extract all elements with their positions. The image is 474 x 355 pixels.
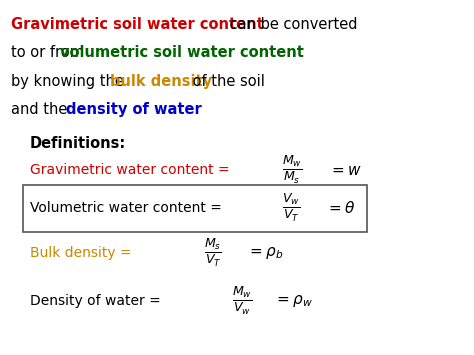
Text: of the soil: of the soil <box>188 73 264 89</box>
Text: Bulk density =: Bulk density = <box>30 246 131 260</box>
Text: Density of water =: Density of water = <box>30 294 160 308</box>
Text: $= w$: $= w$ <box>329 163 362 178</box>
Text: can be converted: can be converted <box>225 17 358 32</box>
Text: Gravimetric soil water content: Gravimetric soil water content <box>11 17 264 32</box>
Text: $= \rho_w$: $= \rho_w$ <box>274 293 313 309</box>
Text: Gravimetric water content =: Gravimetric water content = <box>30 163 229 178</box>
Text: to or from: to or from <box>11 45 88 60</box>
Text: Definitions:: Definitions: <box>30 136 126 151</box>
Text: $\frac{M_w}{V_w}$: $\frac{M_w}{V_w}$ <box>232 285 253 317</box>
Text: .: . <box>169 102 173 117</box>
Text: bulk density: bulk density <box>110 73 212 89</box>
Text: density of water: density of water <box>66 102 202 117</box>
Text: $\frac{V_w}{V_T}$: $\frac{V_w}{V_T}$ <box>282 192 300 224</box>
FancyBboxPatch shape <box>23 185 366 232</box>
Text: Volumetric water content =: Volumetric water content = <box>30 201 221 215</box>
Text: $= \rho_b$: $= \rho_b$ <box>247 245 284 261</box>
Text: $\frac{M_w}{M_s}$: $\frac{M_w}{M_s}$ <box>282 154 302 186</box>
Text: $\frac{M_s}{V_T}$: $\frac{M_s}{V_T}$ <box>204 237 222 269</box>
Text: by knowing the: by knowing the <box>11 73 128 89</box>
Text: volumetric soil water content: volumetric soil water content <box>60 45 304 60</box>
Text: and the: and the <box>11 102 72 117</box>
Text: $= \theta$: $= \theta$ <box>326 200 356 216</box>
